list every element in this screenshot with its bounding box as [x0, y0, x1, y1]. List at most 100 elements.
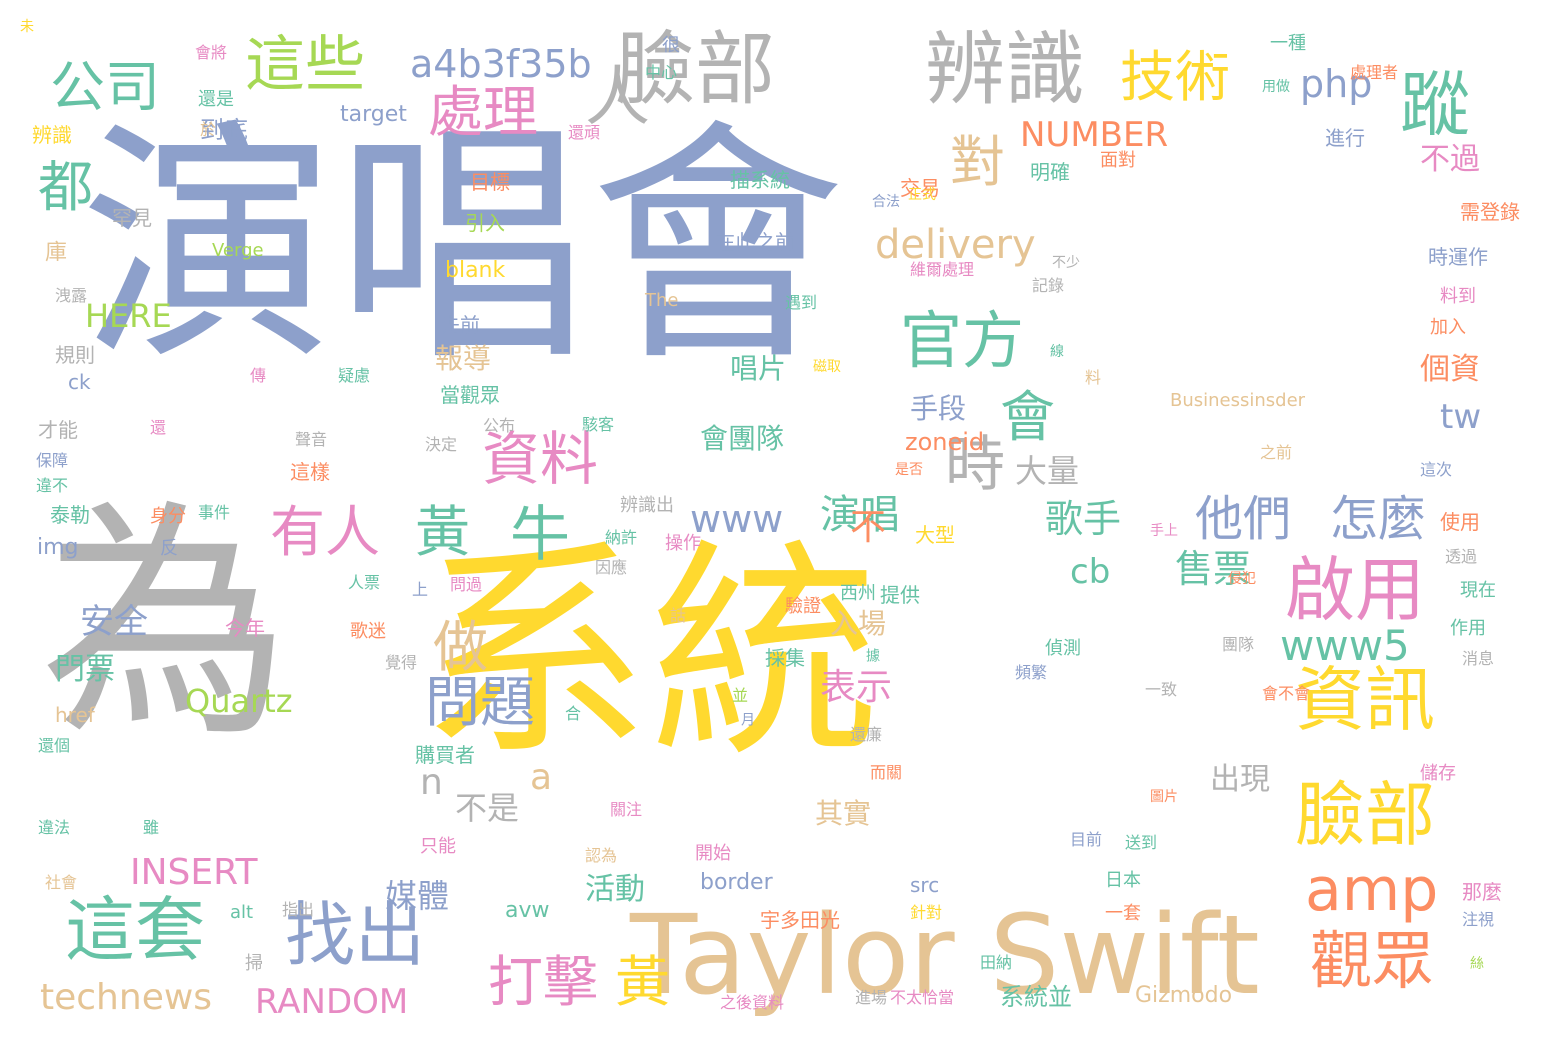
word-cjk-101: 因應 [595, 558, 628, 577]
word-cjk-140: 違法 [38, 818, 71, 837]
word-cjk-127: 這樣 [290, 460, 330, 484]
word-cjk-170: 並 [732, 686, 749, 705]
word-cjk-183: 團隊 [1222, 635, 1255, 654]
word-cjk-159: 日本 [1105, 870, 1141, 891]
word-cjk-196: 不少 [1052, 255, 1080, 271]
word-cjk-57: 門票 [55, 652, 115, 687]
word-cjk-90: 維爾處理 [910, 260, 975, 279]
word-cjk-56: 安全 [80, 602, 148, 642]
word-cjk-150: 開始 [695, 843, 731, 864]
word-cjk-28: 找出 [285, 894, 425, 976]
word-cjk-95: 驗證 [785, 596, 821, 617]
word-cjk-17: 時 [945, 430, 1005, 500]
word-cjk-171: 月 [739, 712, 755, 726]
word-cjk-102: 一種 [1270, 33, 1306, 54]
word-cjk-184: 侵犯 [1228, 571, 1256, 587]
word-cjk-37: 都 [38, 155, 94, 219]
word-cjk-5: 辨識 [925, 23, 1085, 116]
word-cjk-77: 描系統 [730, 168, 790, 192]
word-cjk-78: 在此之前 [715, 230, 795, 254]
word-cjk-18: 資料 [482, 425, 599, 493]
word-cjk-174: 那麼 [1462, 880, 1502, 904]
word-cjk-19: 有人 [270, 500, 381, 564]
word-cjk-31: 做 [433, 615, 489, 679]
word-quartz-48: Quartz [185, 682, 293, 720]
word-cjk-113: 洩露 [55, 286, 88, 305]
word-cjk-79: 交易 [900, 176, 940, 200]
word-cjk-0: 演唱會 [80, 99, 846, 396]
word-cjk-100: 納許 [605, 528, 638, 547]
word-cjk-75: 到底 [200, 116, 248, 144]
word-cjk-132: 上 [412, 580, 429, 599]
word-cjk-21: 牛 [510, 500, 570, 570]
word-border-72: border [700, 870, 773, 895]
word-cjk-66: 會團隊 [700, 422, 785, 455]
word-cjk-44: 演唱 [820, 492, 900, 538]
word-cjk-59: 活動 [585, 872, 645, 907]
word-cjk-131: 人票 [348, 573, 381, 592]
word-cjk-194: 合法 [872, 194, 900, 210]
word-taylor-swift-3: Taylor Swift [630, 891, 1260, 1019]
word-cjk-86: 先前 [440, 313, 480, 337]
word-href-137: href [55, 703, 95, 727]
word-cjk-173: 儲存 [1420, 763, 1456, 784]
word-cjk-94: 採集 [765, 646, 805, 670]
word-cjk-51: 不 [850, 507, 887, 548]
word-php-13: php [1300, 62, 1373, 106]
word-cjk-164: 圖片 [1150, 789, 1178, 805]
word-cjk-197: 料 [1085, 368, 1102, 387]
word-cjk-158: 一套 [1105, 903, 1141, 924]
word-www5-38: www5 [1280, 621, 1410, 670]
word-cjk-63: 出現 [1210, 762, 1270, 797]
word-the-84: The [645, 290, 679, 311]
word-cjk-2: 系統 [420, 521, 881, 788]
word-cjk-105: 很 [659, 35, 680, 53]
word-cjk-33: 他們 [1195, 491, 1292, 547]
word-cjk-109: 辨識 [32, 123, 72, 147]
word-cjk-195: 正式 [908, 187, 936, 203]
word-cjk-62: 不是 [455, 789, 520, 827]
word-cjk-93: 提供 [880, 583, 920, 607]
word-number-36: NUMBER [1020, 115, 1169, 155]
word-cjk-120: 傳 [250, 366, 267, 385]
word-cjk-185: 手上 [1150, 523, 1178, 539]
word-cjk-103: 處理者 [1350, 63, 1399, 82]
word-delivery-35: delivery [875, 222, 1036, 268]
word-cjk-111: 罕見 [112, 206, 152, 230]
word-avw-73: avw [505, 898, 550, 923]
word-cjk-141: 雖 [143, 818, 160, 837]
word-cjk-80: 明確 [1030, 160, 1070, 184]
word-cjk-125: 決定 [425, 435, 458, 454]
word-cjk-27: 這套 [65, 889, 205, 971]
word-cjk-177: 消息 [1462, 649, 1495, 668]
word-cjk-99: 辨識出 [620, 495, 674, 516]
word-cjk-128: 身分 [150, 506, 186, 527]
word-n-61: n [420, 762, 443, 803]
word-tw-39: tw [1440, 397, 1482, 437]
word-cjk-156: 進場 [855, 988, 888, 1007]
word-cjk-186: 是否 [895, 462, 923, 478]
word-cjk-166: 一致 [1145, 680, 1178, 699]
word-cjk-50: 表示 [820, 667, 893, 708]
word-cjk-32: 問題 [425, 670, 536, 734]
word-cjk-67: 唱片 [730, 352, 787, 385]
word-cjk-24: 臉部 [1295, 774, 1435, 856]
word-cjk-106: 會將 [195, 43, 228, 62]
word-cjk-107: 還是 [198, 89, 234, 110]
word-cjk-97: 大型 [915, 523, 955, 547]
word-cjk-29: 打擊 [488, 950, 599, 1014]
word-cjk-54: 個資 [1420, 352, 1480, 387]
word-cjk-64: 其實 [815, 797, 872, 830]
word-gizmodo-71: Gizmodo [1135, 983, 1233, 1008]
word-cjk-130: 反 [160, 538, 178, 559]
word-cjk-118: 違不 [36, 476, 69, 495]
word-cjk-139: 還個 [38, 736, 71, 755]
word-cjk-188: 料到 [1440, 286, 1476, 307]
word-ck-115: ck [68, 370, 91, 394]
word-cjk-179: 現在 [1460, 580, 1496, 601]
word-cjk-144: 指出 [282, 900, 315, 919]
word-cjk-104: 中心 [645, 63, 678, 82]
word-img-74: img [37, 535, 79, 560]
word-cjk-193: 用做 [1262, 79, 1290, 95]
